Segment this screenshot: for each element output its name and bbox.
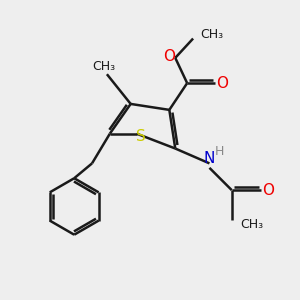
Text: H: H xyxy=(215,145,224,158)
Text: O: O xyxy=(163,49,175,64)
Text: N: N xyxy=(204,152,215,166)
Text: S: S xyxy=(136,129,146,144)
Text: CH₃: CH₃ xyxy=(200,28,224,40)
Text: CH₃: CH₃ xyxy=(240,218,263,231)
Text: O: O xyxy=(216,76,228,91)
Text: CH₃: CH₃ xyxy=(92,60,116,73)
Text: O: O xyxy=(262,183,274,198)
